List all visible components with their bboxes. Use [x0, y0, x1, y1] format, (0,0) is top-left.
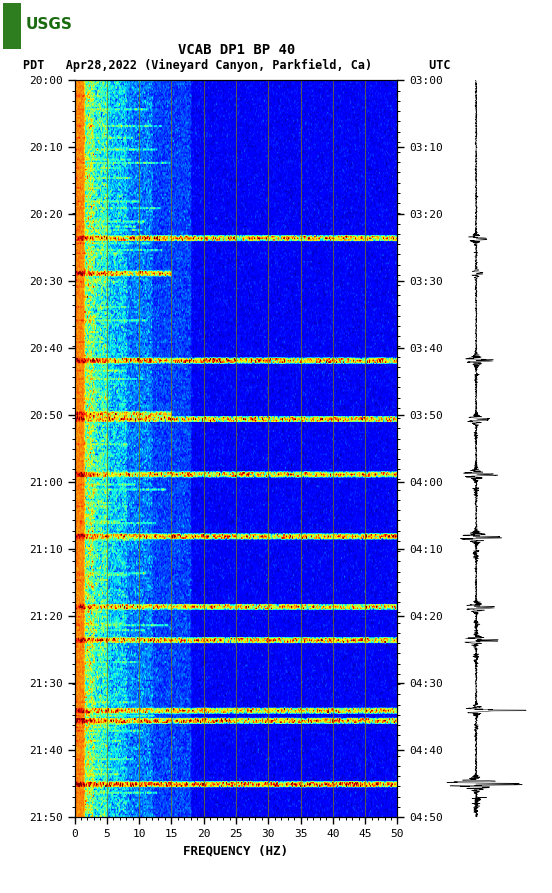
Text: VCAB DP1 BP 40: VCAB DP1 BP 40	[178, 43, 295, 57]
X-axis label: FREQUENCY (HZ): FREQUENCY (HZ)	[183, 845, 289, 857]
Text: PDT   Apr28,2022 (Vineyard Canyon, Parkfield, Ca)        UTC: PDT Apr28,2022 (Vineyard Canyon, Parkfie…	[23, 59, 450, 71]
FancyBboxPatch shape	[3, 3, 22, 49]
Text: USGS: USGS	[26, 18, 73, 32]
